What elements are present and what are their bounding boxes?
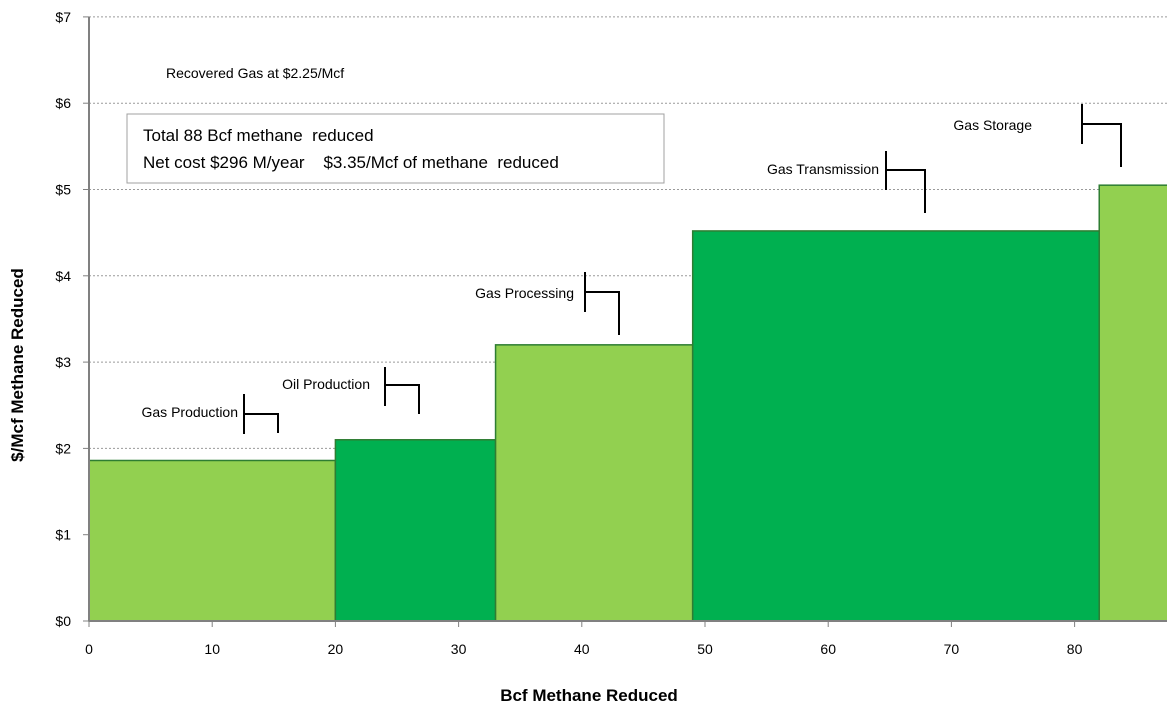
bar-gas-processing [494, 344, 694, 622]
x-tick-label: 20 [328, 641, 344, 657]
leader-gas-processing [584, 272, 620, 335]
x-tick-label: 50 [697, 641, 713, 657]
summary-line-2: Net cost $296 M/year $3.35/Mcf of methan… [143, 153, 559, 172]
y-tick-label: $1 [55, 527, 71, 543]
segment-label-gas-transmission: Gas Transmission [767, 161, 879, 177]
summary-box [126, 113, 665, 184]
bar-oil-production [334, 439, 497, 622]
leader-gas-storage [1081, 104, 1122, 167]
x-axis-title: Bcf Methane Reduced [500, 686, 678, 705]
segment-label-gas-production: Gas Production [142, 404, 239, 420]
x-tick-label: 70 [944, 641, 960, 657]
bar-gas-transmission [691, 230, 1100, 622]
x-tick-labels: 0 10 20 30 40 50 60 70 80 [85, 641, 1082, 657]
axes [83, 16, 1167, 627]
segment-label-gas-processing: Gas Processing [475, 285, 574, 301]
y-axis-title: $/Mcf Methane Reduced [8, 268, 27, 462]
segment-label-oil-production: Oil Production [282, 376, 370, 392]
x-tick-label: 0 [85, 641, 93, 657]
bar-gas-production [88, 459, 337, 622]
y-tick-labels: $0 $1 $2 $3 $4 $5 $6 $7 [55, 9, 71, 629]
leader-oil-production [384, 367, 420, 414]
bars [88, 184, 1167, 622]
x-tick-label: 10 [204, 641, 220, 657]
leader-gas-production [243, 394, 279, 434]
summary-line-1: Total 88 Bcf methane reduced [143, 126, 374, 145]
y-tick-label: $3 [55, 354, 71, 370]
x-tick-label: 30 [451, 641, 467, 657]
y-tick-label: $0 [55, 613, 71, 629]
y-tick-label: $7 [55, 9, 71, 25]
bar-gas-storage [1098, 184, 1167, 622]
recovered-gas-annotation: Recovered Gas at $2.25/Mcf [166, 65, 344, 81]
x-tick-label: 60 [820, 641, 836, 657]
y-tick-label: $5 [55, 182, 71, 198]
x-tick-label: 80 [1067, 641, 1083, 657]
segment-label-gas-storage: Gas Storage [953, 117, 1032, 133]
y-tick-label: $6 [55, 95, 71, 111]
y-tick-label: $2 [55, 440, 71, 456]
x-tick-label: 40 [574, 641, 590, 657]
y-tick-label: $4 [55, 268, 71, 284]
leader-gas-transmission [885, 151, 926, 213]
